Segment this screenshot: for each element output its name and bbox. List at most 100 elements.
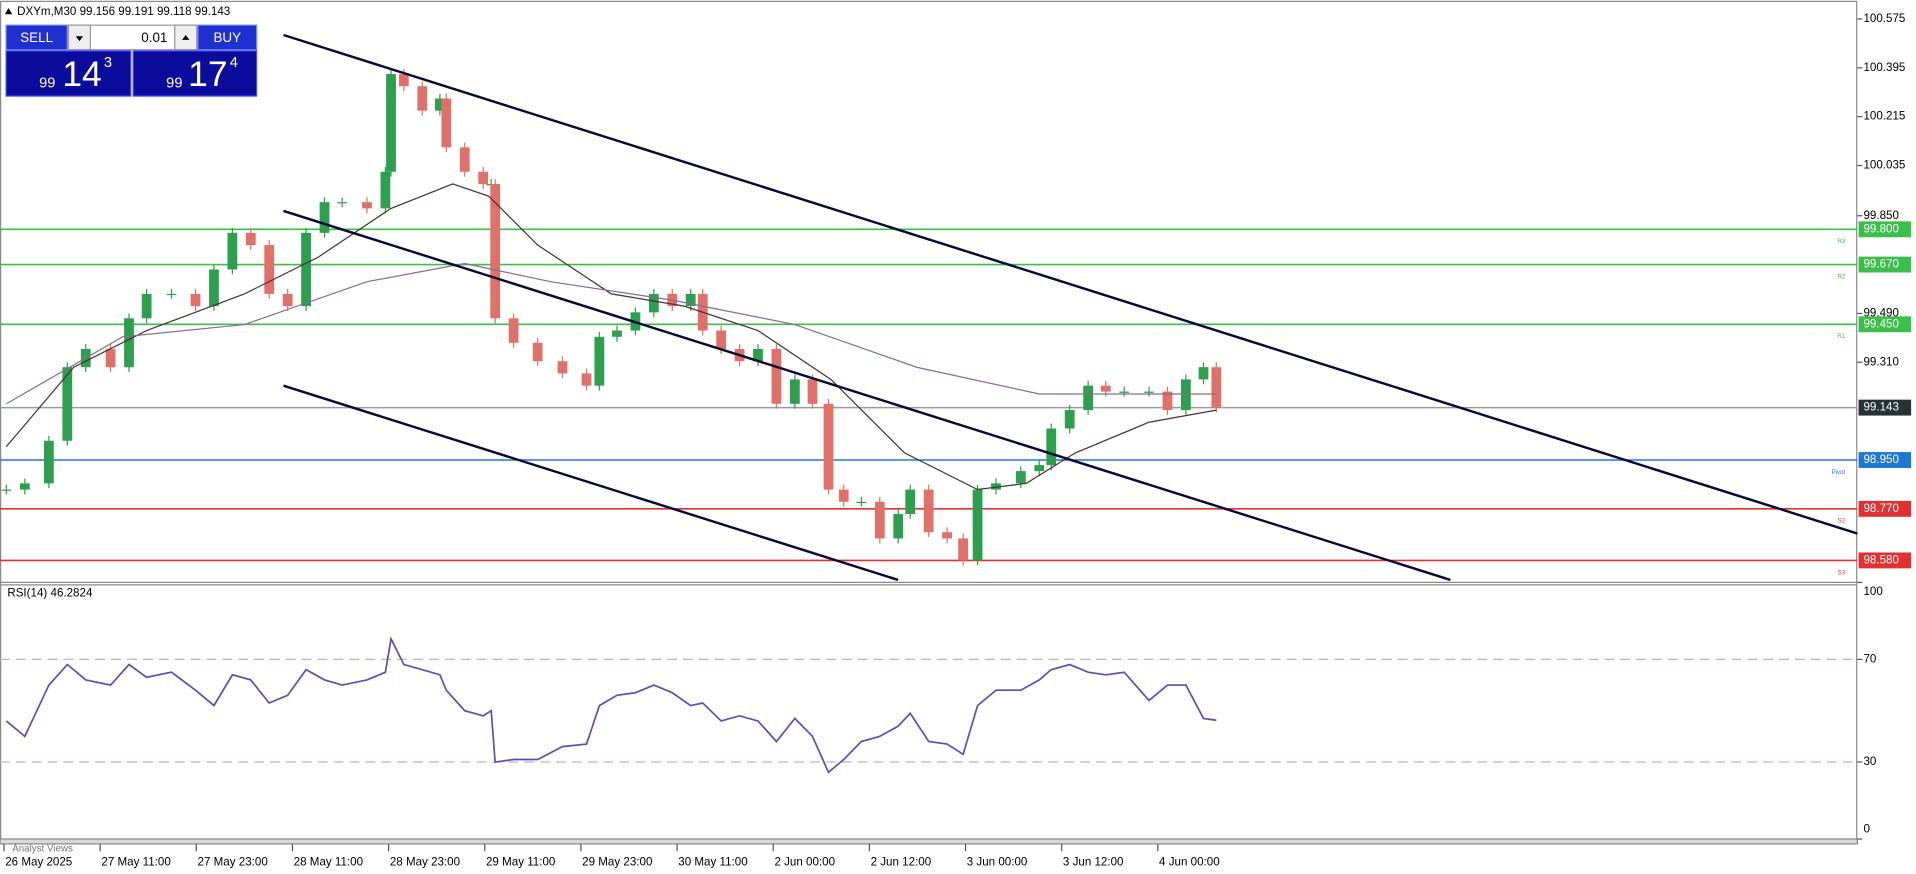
candle — [1034, 465, 1045, 472]
x-tick-label: 29 May 11:00 — [486, 855, 555, 868]
level-label-box — [1858, 452, 1912, 468]
level-label-box — [1858, 399, 1912, 416]
moving-average — [6, 262, 1217, 405]
level-label: 99.450 — [1863, 317, 1898, 330]
y-tick-label: 30 — [1863, 755, 1876, 768]
candle — [337, 202, 348, 204]
y-tick-label: 99.310 — [1863, 355, 1898, 368]
ask-pips: 17 — [188, 54, 227, 94]
y-tick-label: 70 — [1863, 652, 1876, 665]
rsi-line — [5, 636, 1217, 774]
trend-line — [283, 384, 899, 582]
candle — [532, 342, 543, 362]
x-tick-label: 27 May 11:00 — [101, 855, 170, 868]
buy-label: BUY — [213, 30, 241, 45]
candle — [124, 318, 134, 368]
trend-lines — [283, 33, 1858, 582]
analyst-views-tab[interactable]: Analyst Views — [12, 843, 73, 854]
candle — [362, 202, 372, 209]
x-tick-label: 28 May 11:00 — [294, 855, 363, 868]
level-label: 99.670 — [1863, 258, 1898, 271]
candle — [1119, 391, 1130, 393]
candle — [209, 269, 219, 307]
level-label: 98.580 — [1863, 553, 1898, 566]
bid-big-figure: 99 — [39, 76, 55, 92]
down-arrow — [75, 36, 84, 42]
sell-label: SELL — [20, 30, 53, 45]
trend-line — [283, 33, 1858, 535]
sell-button[interactable] — [5, 24, 68, 51]
level-tag: S3 — [1838, 569, 1846, 576]
up-arrow — [182, 34, 190, 40]
candle — [874, 501, 885, 539]
x-tick-label: 3 Jun 12:00 — [1063, 855, 1124, 868]
candle — [245, 232, 256, 246]
bottom-separator — [0, 838, 1858, 845]
moving-average — [5, 183, 1217, 491]
candle — [771, 348, 782, 404]
candle — [398, 74, 409, 87]
candle — [581, 373, 592, 386]
candle — [905, 489, 916, 515]
candle — [1100, 385, 1111, 392]
candle — [594, 336, 605, 386]
chart-header: DXYm,M30 99.156 99.191 99.118 99.143 — [17, 5, 230, 18]
trade-panel: SELL 0.01 BUY 99 14 3 99 17 4 — [5, 24, 258, 97]
candle — [1083, 385, 1094, 411]
candle — [282, 293, 293, 307]
candle — [856, 501, 867, 504]
candle — [1162, 391, 1173, 411]
y-tick-label: 100.575 — [1863, 12, 1905, 25]
candle — [612, 330, 622, 337]
level-label-box — [1858, 500, 1912, 517]
level-label-box — [1858, 316, 1912, 333]
candle — [958, 538, 969, 561]
candle — [227, 232, 238, 270]
candle — [838, 489, 849, 502]
level-label-box — [1858, 221, 1912, 238]
level-label-box — [1858, 552, 1912, 569]
candle — [441, 98, 452, 148]
rsi-title: RSI(14) 46.2824 — [7, 586, 93, 599]
buy-button[interactable] — [197, 24, 258, 51]
candle — [991, 483, 1001, 490]
x-tick-label: 3 Jun 00:00 — [967, 855, 1028, 868]
candle — [264, 245, 275, 294]
x-tick-label: 4 Jun 00:00 — [1159, 855, 1220, 868]
y-tick-label: 0 — [1863, 822, 1869, 835]
y-tick-label: 100 — [1863, 585, 1882, 598]
candle — [62, 367, 73, 441]
candle — [380, 171, 391, 209]
candle — [417, 86, 428, 111]
candle — [1144, 391, 1154, 393]
bid-box[interactable] — [5, 50, 132, 97]
ask-box[interactable] — [132, 50, 258, 97]
candle — [1, 489, 12, 491]
candle — [807, 379, 818, 404]
candle — [942, 532, 952, 539]
candle — [490, 183, 501, 319]
x-tick-label: 2 Jun 12:00 — [871, 855, 932, 868]
candle — [1198, 367, 1209, 380]
candle — [19, 483, 30, 490]
x-tick-label: 28 May 23:00 — [390, 855, 460, 868]
candle — [823, 403, 834, 490]
candle — [435, 98, 445, 111]
candle — [789, 379, 800, 404]
candle — [1064, 410, 1075, 429]
collapse-icon[interactable] — [4, 8, 13, 15]
candle — [386, 74, 396, 172]
level-label-box — [1858, 256, 1912, 273]
candle — [478, 171, 489, 184]
x-tick-label: 26 May 2025 — [5, 855, 72, 868]
x-tick-label: 27 May 23:00 — [198, 855, 268, 868]
level-label: 98.950 — [1863, 453, 1898, 466]
bid-point: 3 — [104, 55, 112, 71]
ask-point: 4 — [230, 55, 238, 71]
y-tick-label: 99.490 — [1863, 307, 1898, 320]
candle — [1180, 379, 1191, 411]
candle — [508, 318, 519, 343]
candle — [319, 202, 330, 233]
